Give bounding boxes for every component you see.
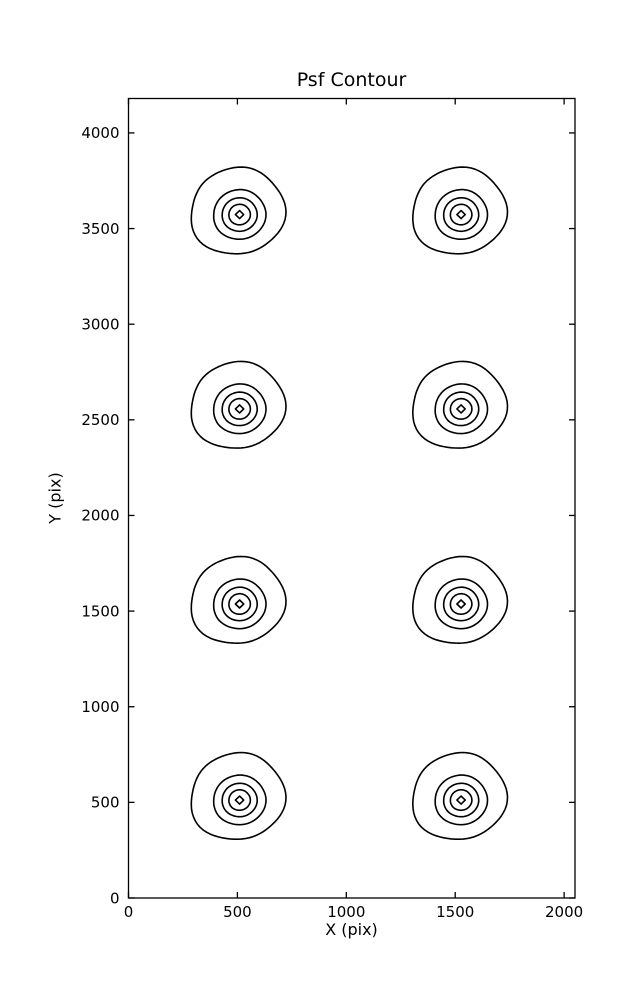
x-tick-label: 1500 <box>436 903 474 921</box>
chart-title: Psf Contour <box>296 69 407 91</box>
contour-line <box>442 782 480 818</box>
contour-line <box>412 555 509 644</box>
contour-core-diamond <box>234 209 245 220</box>
y-tick-label: 500 <box>91 794 120 812</box>
contour-line <box>212 188 267 240</box>
y-tick-label: 2000 <box>81 507 119 525</box>
contour-line <box>412 166 509 255</box>
contour-line <box>190 555 287 644</box>
contour-line <box>449 397 473 420</box>
contour-line <box>228 203 252 226</box>
contour-line <box>412 751 509 840</box>
x-tick-label: 0 <box>124 903 134 921</box>
y-tick-label: 2500 <box>81 411 119 429</box>
contour-line <box>228 789 252 812</box>
contour-line <box>434 578 489 630</box>
contour-line <box>434 383 489 435</box>
contour-line <box>212 578 267 630</box>
contour-line <box>442 197 480 233</box>
y-tick-label: 1000 <box>81 698 119 716</box>
y-tick-label: 4000 <box>81 124 119 142</box>
contour-line <box>221 586 258 622</box>
contour-line <box>449 789 473 812</box>
contour-core-diamond <box>234 599 245 609</box>
y-tick-label: 0 <box>110 889 120 907</box>
contour-line <box>221 391 258 427</box>
y-tick-label: 1500 <box>81 602 119 620</box>
y-tick-label: 3500 <box>81 220 119 238</box>
x-tick-label: 1000 <box>327 903 365 921</box>
contour-line <box>412 360 509 449</box>
x-axis-label: X (pix) <box>325 920 378 939</box>
contour-line <box>442 586 480 622</box>
x-tick-label: 2000 <box>545 903 583 921</box>
contour-line <box>221 782 258 818</box>
contour-line <box>190 751 287 840</box>
contour-line <box>228 397 252 420</box>
contour-line <box>449 592 473 615</box>
contour-line <box>434 188 489 240</box>
contour-line <box>190 166 287 255</box>
contour-line <box>221 197 258 233</box>
y-tick-label: 3000 <box>81 315 119 333</box>
contour-line <box>190 360 287 449</box>
contour-core-diamond <box>234 404 245 414</box>
contour-line <box>442 391 480 427</box>
contour-line <box>228 592 252 615</box>
contour-core-diamond <box>456 599 467 609</box>
contour-line <box>212 383 267 435</box>
axes-frame <box>127 97 576 899</box>
x-tick-label: 500 <box>223 903 252 921</box>
contour-line <box>449 203 473 226</box>
contour-line <box>212 774 267 826</box>
contour-core-diamond <box>456 795 467 805</box>
contour-line <box>434 774 489 826</box>
contour-core-diamond <box>234 795 245 805</box>
contour-core-diamond <box>456 404 467 414</box>
contour-core-diamond <box>456 209 467 220</box>
